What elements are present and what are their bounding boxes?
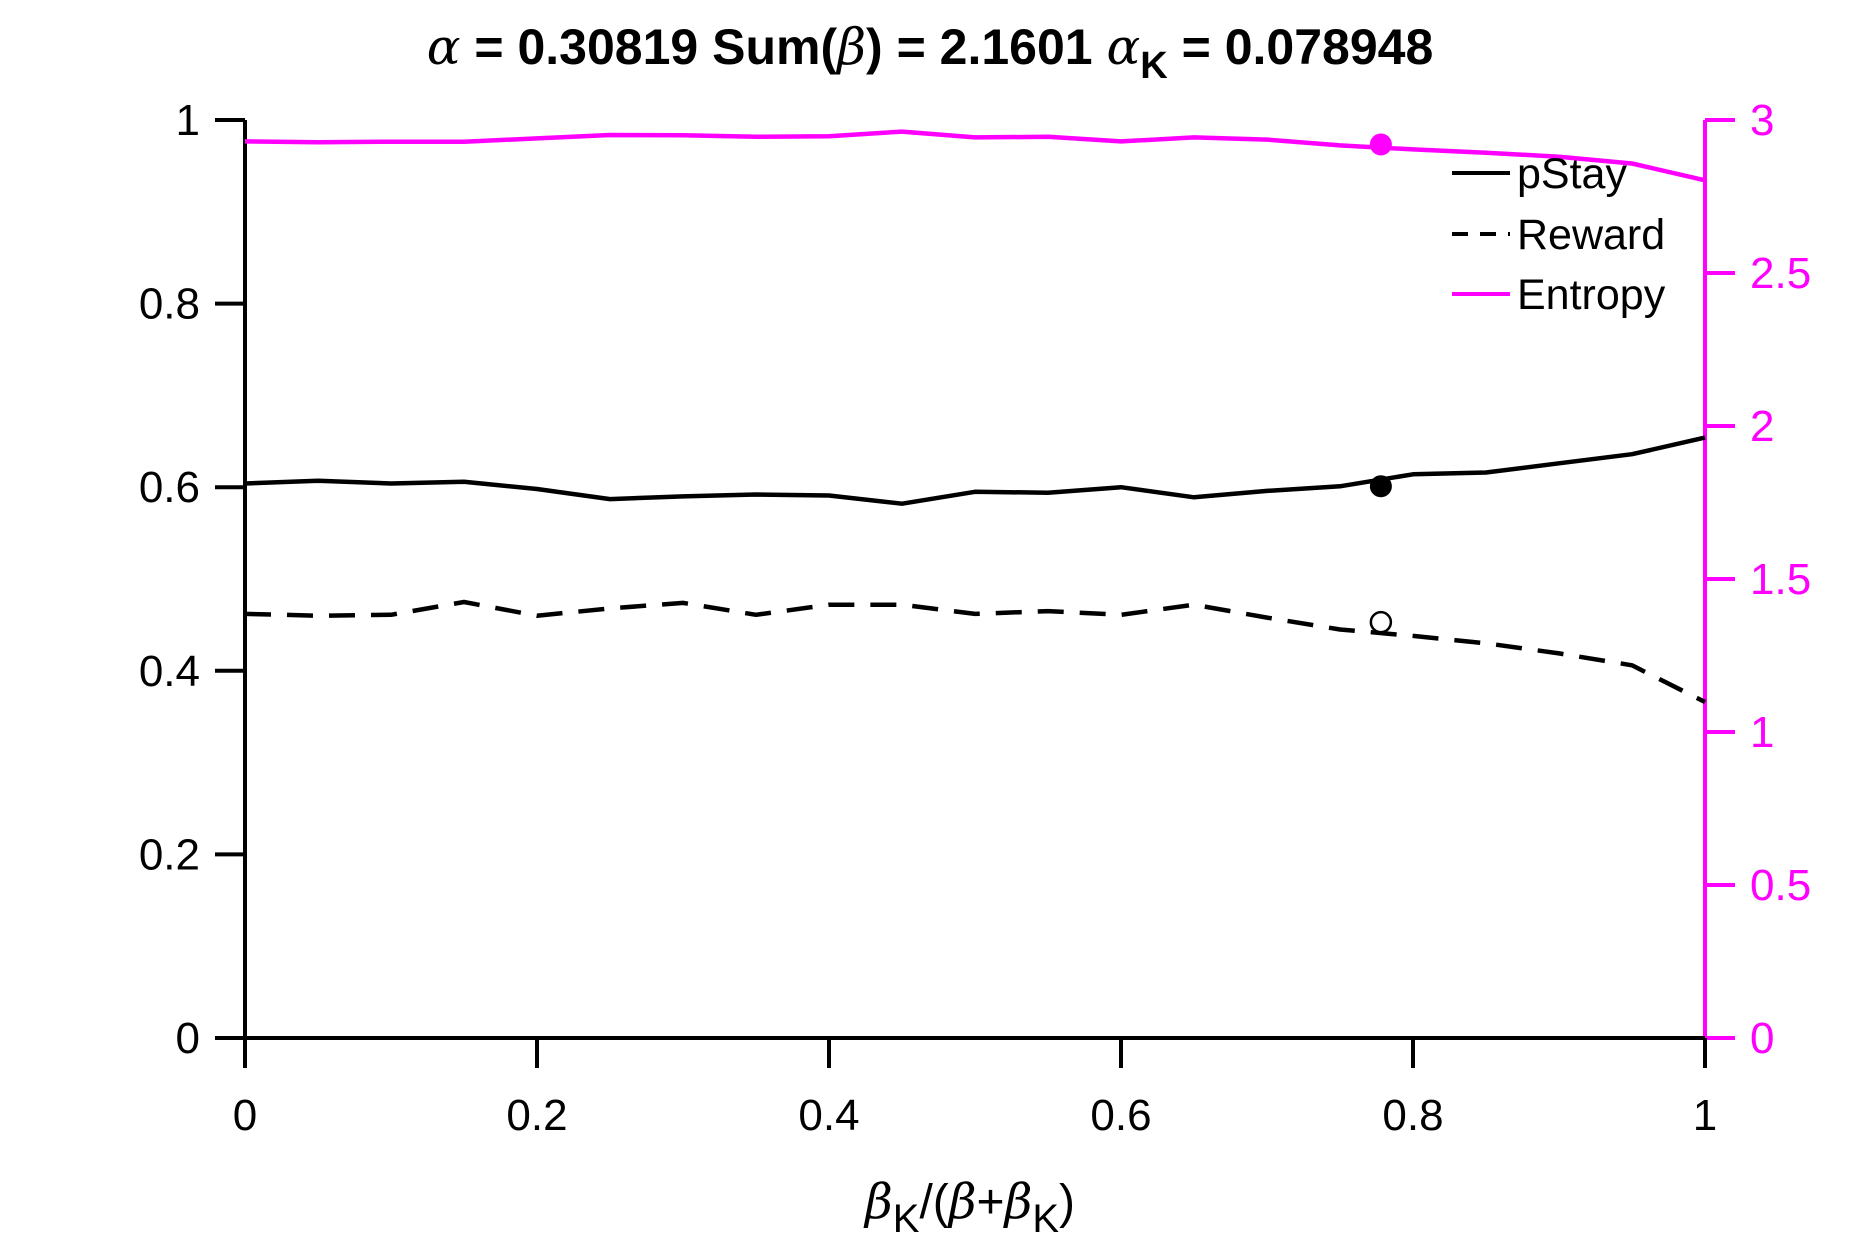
title-part1: = 0.30819 Sum( [461,19,838,75]
series-layer [244,129,1707,705]
legend: pStay Reward Entropy [1452,150,1666,319]
xlabel-beta3: β [1003,1174,1033,1230]
legend-label-entropy: Entropy [1517,271,1666,319]
title-beta-symbol: β [835,18,866,76]
marker-pstay [1369,475,1392,498]
title-part2: ) = 2.1601 [866,19,1106,75]
marker-entropy [1369,133,1392,156]
x-tick-label: 0.6 [1090,1091,1151,1140]
left-tick-label: 0.4 [139,647,200,696]
right-tick-label: 1.5 [1750,555,1811,604]
right-tick-label: 3 [1750,96,1774,145]
series-line-entropy [244,129,1706,183]
x-tick-label: 1 [1693,1091,1717,1140]
title-alphaK-sub: K [1140,45,1168,87]
x-tick-label: 0.8 [1382,1091,1443,1140]
legend-label-pstay: pStay [1517,150,1627,198]
series-line-pstay [244,435,1706,506]
xlabel-beta1: β [863,1174,893,1230]
right-tick-label: 1 [1750,708,1774,757]
marker-reward [1369,610,1393,634]
legend-label-reward: Reward [1517,211,1665,259]
xlabel-end: ) [1059,1176,1075,1229]
left-y-axis: 0 0.2 0.4 0.6 0.8 1 [139,96,247,1063]
right-y-axis: 0 0.5 1 1.5 2 2.5 3 [1703,96,1811,1063]
marker-layer [1369,133,1393,634]
left-tick-label: 1 [176,96,200,145]
xlabel-sub2: K [1032,1197,1059,1241]
right-tick-label: 2 [1750,402,1774,451]
right-tick-label: 2.5 [1750,249,1811,298]
right-tick-label: 0.5 [1750,861,1811,910]
x-axis-label: βK/(β+βK) [863,1174,1075,1241]
left-tick-label: 0.2 [139,830,200,879]
x-tick-label: 0.2 [506,1091,567,1140]
xlabel-plus: + [977,1176,1005,1229]
left-tick-label: 0.6 [139,463,200,512]
title-alphaK-symbol: α [1107,18,1141,76]
chart-title: α = 0.30819 Sum(β) = 2.1601 αK = 0.07894… [427,18,1434,87]
series-line-reward [244,599,1707,705]
x-axis: 0 0.2 0.4 0.6 0.8 1 [233,1036,1717,1140]
right-tick-label: 0 [1750,1014,1774,1063]
xlabel-beta2: β [947,1174,977,1230]
xlabel-sub1: K [893,1197,920,1241]
left-tick-label: 0 [176,1014,200,1063]
left-tick-label: 0.8 [139,280,200,329]
title-part3: = 0.078948 [1168,19,1434,75]
title-alpha-symbol: α [427,18,461,76]
x-tick-label: 0.4 [798,1091,859,1140]
xlabel-mid: /( [919,1176,948,1229]
x-tick-label: 0 [233,1091,257,1140]
